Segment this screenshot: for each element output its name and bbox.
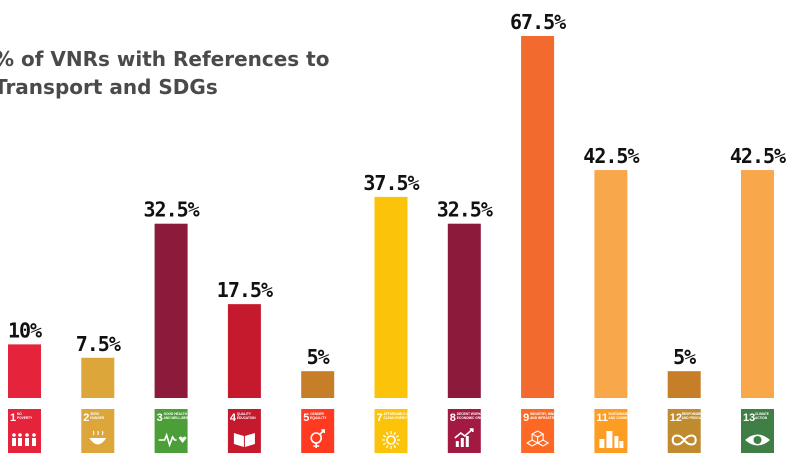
- sdg-4-book-tile: 4 QUALITY EDUCATION: [227, 409, 261, 453]
- bar-sdg-7: [374, 196, 408, 398]
- bar-sdg-11: [594, 170, 628, 398]
- sdg-5-gender-tile: 5 GENDER EQUALITY: [301, 409, 335, 453]
- sdg-number: 7: [377, 412, 383, 424]
- people-icon: [12, 433, 36, 446]
- sdg-number: 12: [670, 412, 682, 424]
- sdg-number: 8: [450, 412, 456, 424]
- value-label-sdg-7: 37.5%: [363, 171, 419, 195]
- sdg-8-growth-chart-tile: 8 DECENT WORK AND ECONOMIC GROWTH: [447, 409, 491, 453]
- value-label-sdg-3: 32.5%: [143, 198, 199, 222]
- bowl-icon: [89, 430, 107, 445]
- value-label-sdg-1: 10%: [8, 318, 42, 342]
- bar-sdg-1: [8, 344, 41, 398]
- sdg-title: ZERO HUNGER: [90, 412, 105, 420]
- bar-sdg-2: [81, 357, 115, 398]
- sdg-title: RESPONSIBLE CONSUMPTION AND PRODUCTION: [682, 412, 730, 420]
- sdg-title: GENDER EQUALITY: [310, 412, 327, 420]
- value-label-sdg-5: 5%: [307, 345, 330, 369]
- sdg-tile-background: [447, 409, 481, 453]
- sdg-13-eye-globe-tile: 13 CLIMATE ACTION: [741, 409, 774, 453]
- value-label-sdg-12: 5%: [673, 345, 696, 369]
- book-icon: [233, 433, 255, 447]
- bar-sdg-13: [741, 170, 774, 398]
- heartbeat-icon: [158, 432, 187, 448]
- value-label-sdg-8: 32.5%: [437, 198, 493, 222]
- sdg-title: INDUSTRY, INNOVATION AND INFRASTRUCTURE: [530, 412, 568, 420]
- infinity-icon: [671, 434, 697, 446]
- sdg-number: 5: [303, 412, 309, 424]
- value-label-sdg-2: 7.5%: [76, 332, 121, 356]
- city-icon: [599, 431, 624, 448]
- sdg-number: 13: [743, 412, 755, 424]
- sdg-tile-background: [227, 409, 261, 453]
- sdg-12-infinity-tile: 12 RESPONSIBLE CONSUMPTION AND PRODUCTION: [667, 409, 730, 453]
- gender-icon: [310, 429, 326, 448]
- sdg-number: 2: [83, 412, 89, 424]
- sdg-tile-background: [741, 409, 774, 453]
- sdg-title: AFFORDABLE AND CLEAN ENERGY: [384, 412, 414, 420]
- sdg-number: 11: [596, 412, 608, 424]
- sdg-tile-background: [667, 409, 701, 453]
- sdg-number: 9: [523, 412, 529, 424]
- chart-title: % of VNRs with References to Transport a…: [0, 47, 330, 99]
- sdg-1-people-tile: 1 NO POVERTY: [8, 409, 41, 453]
- value-label-sdg-11: 42.5%: [583, 144, 639, 168]
- sdg-11-city-tile: 11 SUSTAINABLE CITIES AND COMMUNITIES: [594, 409, 642, 453]
- sdg-title: SUSTAINABLE CITIES AND COMMUNITIES: [608, 412, 642, 420]
- sdg-title: NO POVERTY: [17, 412, 33, 420]
- bar-sdg-3: [154, 223, 188, 398]
- value-label-sdg-13: 42.5%: [730, 144, 786, 168]
- sdg-number: 3: [157, 412, 163, 424]
- sdg-title: CLIMATE ACTION: [755, 412, 769, 420]
- bar-sdg-9: [521, 36, 555, 398]
- sun-icon: [382, 431, 400, 449]
- sdg-title: GOOD HEALTH AND WELL-BEING: [164, 412, 192, 420]
- bar-sdg-5: [301, 371, 335, 398]
- sdg-number: 4: [230, 412, 237, 424]
- sdg-3-heartbeat-tile: 3 GOOD HEALTH AND WELL-BEING: [154, 409, 192, 453]
- bar-sdg-8: [447, 223, 481, 398]
- bar-sdg-4: [227, 304, 261, 398]
- value-label-sdg-9: 67.5%: [510, 10, 566, 34]
- sdg-number: 1: [10, 412, 16, 424]
- sdg-title: QUALITY EDUCATION: [237, 412, 256, 420]
- growth-chart-icon: [454, 428, 474, 447]
- sdg-2-bowl-tile: 2 ZERO HUNGER: [81, 409, 115, 453]
- value-label-sdg-4: 17.5%: [217, 278, 273, 302]
- cubes-icon: [526, 430, 550, 447]
- sdg-tile-background: [154, 409, 188, 453]
- sdg-9-cubes-tile: 9 INDUSTRY, INNOVATION AND INFRASTRUCTURE: [521, 409, 568, 453]
- eye-globe-icon: [745, 434, 770, 446]
- bar-sdg-12: [667, 371, 701, 398]
- sdg-title: DECENT WORK AND ECONOMIC GROWTH: [457, 412, 491, 420]
- sdg-7-sun-tile: 7 AFFORDABLE AND CLEAN ENERGY: [374, 409, 414, 453]
